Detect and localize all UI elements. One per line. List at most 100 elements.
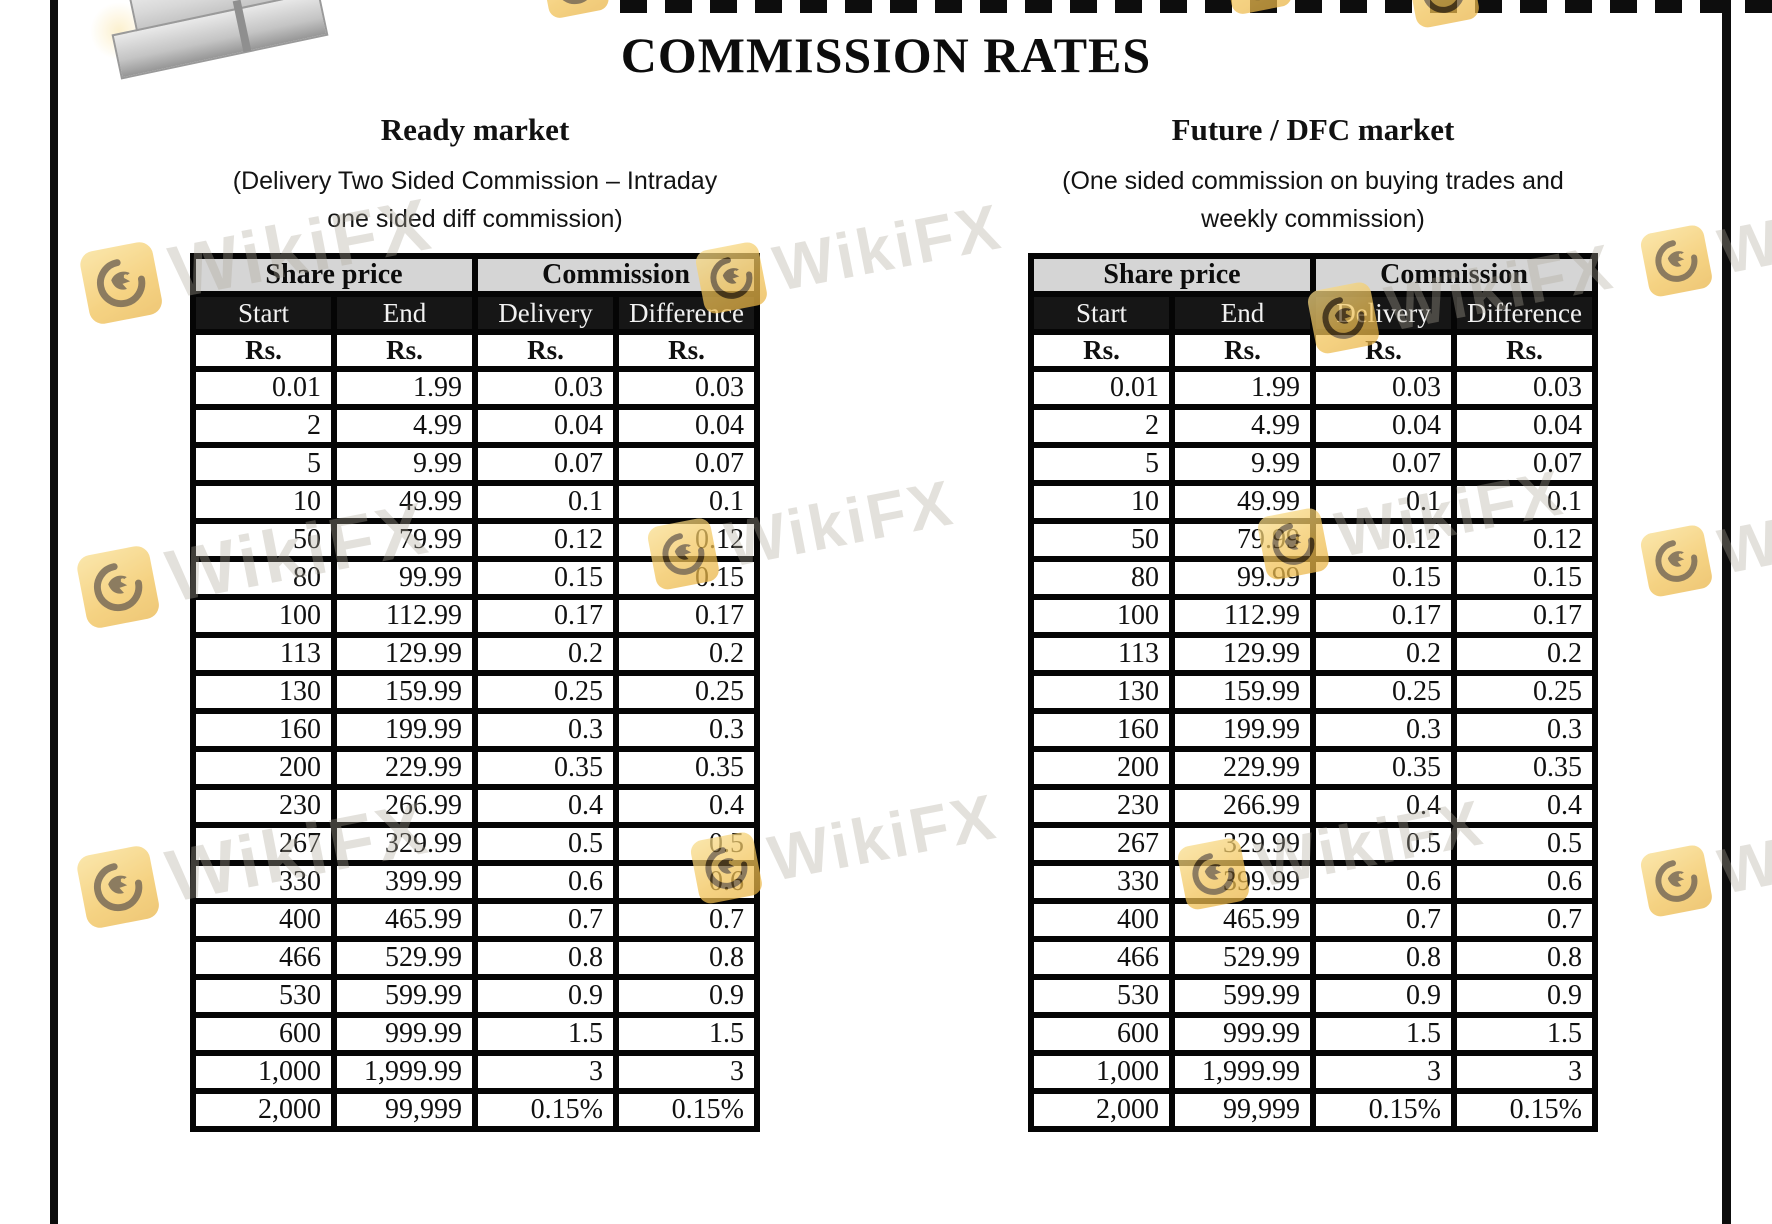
cell-value: 0.9 — [1310, 974, 1457, 1018]
cell-value: 0.15% — [1451, 1088, 1598, 1132]
cell-value: 3 — [1451, 1050, 1598, 1094]
cell-value: 1,000 — [1028, 1050, 1175, 1094]
table-row: 1,000 1,999.99 3 3 — [190, 1050, 760, 1094]
table-row: 400 465.99 0.7 0.7 — [1028, 898, 1598, 942]
cell-value: 49.99 — [1169, 480, 1316, 524]
wikifx-watermark: WikiFX — [1638, 793, 1772, 919]
table-row: 267 329.99 0.5 0.5 — [190, 822, 760, 866]
wikifx-watermark: WikiFX — [1638, 173, 1772, 299]
unit-label: Rs. — [1451, 329, 1598, 372]
table-row: 2,000 99,999 0.15% 0.15% — [190, 1088, 760, 1132]
cell-value: 0.9 — [1451, 974, 1598, 1018]
cell-value: 399.99 — [331, 860, 478, 904]
cell-value: 0.15 — [1451, 556, 1598, 600]
cell-value: 0.5 — [472, 822, 619, 866]
wikifx-eagle-logo-icon — [1638, 843, 1714, 919]
cell-value: 0.17 — [472, 594, 619, 638]
cell-value: 0.17 — [613, 594, 760, 638]
cell-value: 330 — [1028, 860, 1175, 904]
cell-value: 100 — [1028, 594, 1175, 638]
cell-value: 266.99 — [1169, 784, 1316, 828]
cell-value: 0.9 — [472, 974, 619, 1018]
table-row: 200 229.99 0.35 0.35 — [1028, 746, 1598, 790]
cell-value: 99,999 — [1169, 1088, 1316, 1132]
table-row: 230 266.99 0.4 0.4 — [190, 784, 760, 828]
cell-value: 0.6 — [613, 860, 760, 904]
cell-value: 266.99 — [331, 784, 478, 828]
cell-value: 0.5 — [1310, 822, 1457, 866]
cell-value: 1.5 — [1310, 1012, 1457, 1056]
cell-value: 465.99 — [331, 898, 478, 942]
share-price-header: Share price — [190, 253, 478, 297]
col-start: Start — [190, 291, 337, 335]
cell-value: 466 — [190, 936, 337, 980]
cell-value: 1.5 — [472, 1012, 619, 1056]
cell-value: 130 — [190, 670, 337, 714]
cell-value: 0.5 — [1451, 822, 1598, 866]
cell-value: 0.9 — [613, 974, 760, 1018]
cell-value: 0.1 — [472, 480, 619, 524]
table-row: 0.01 1.99 0.03 0.03 — [1028, 366, 1598, 410]
cell-value: 1,999.99 — [331, 1050, 478, 1094]
cell-value: 0.07 — [1310, 442, 1457, 486]
wikifx-eagle-logo-icon — [539, 0, 611, 20]
cell-value: 0.35 — [613, 746, 760, 790]
cell-value: 0.7 — [1310, 898, 1457, 942]
cell-value: 329.99 — [1169, 822, 1316, 866]
cell-value: 0.17 — [1310, 594, 1457, 638]
cell-value: 1,999.99 — [1169, 1050, 1316, 1094]
cell-value: 0.03 — [472, 366, 619, 410]
unit-label: Rs. — [1169, 329, 1316, 372]
cell-value: 0.15 — [1310, 556, 1457, 600]
cell-value: 0.5 — [613, 822, 760, 866]
wikifx-eagle-logo-icon — [77, 239, 165, 327]
cell-value: 529.99 — [1169, 936, 1316, 980]
cell-value: 50 — [190, 518, 337, 562]
cell-value: 530 — [1028, 974, 1175, 1018]
cell-value: 200 — [190, 746, 337, 790]
market-title: Ready market — [380, 112, 570, 147]
table-row: 230 266.99 0.4 0.4 — [1028, 784, 1598, 828]
cell-value: 0.6 — [472, 860, 619, 904]
page-title: COMMISSION RATES — [620, 27, 1152, 83]
unit-label: Rs. — [613, 329, 760, 372]
cell-value: 0.4 — [1451, 784, 1598, 828]
share-price-header: Share price — [1028, 253, 1316, 297]
cell-value: 0.15 — [613, 556, 760, 600]
cell-value: 0.2 — [472, 632, 619, 676]
table-row: 530 599.99 0.9 0.9 — [190, 974, 760, 1018]
cell-value: 2 — [190, 404, 337, 448]
table-row: 2,000 99,999 0.15% 0.15% — [1028, 1088, 1598, 1132]
cell-value: 229.99 — [1169, 746, 1316, 790]
col-end: End — [1169, 291, 1316, 335]
future-dfc-market-table: Share price Commission Start End Deliver… — [1028, 253, 1598, 1132]
ready-market-table: Share price Commission Start End Deliver… — [190, 253, 760, 1132]
table-row: 100 112.99 0.17 0.17 — [1028, 594, 1598, 638]
table-row: 2 4.99 0.04 0.04 — [1028, 404, 1598, 448]
cell-value: 0.2 — [1310, 632, 1457, 676]
wikifx-eagle-logo-icon — [74, 543, 162, 631]
cell-value: 0.8 — [472, 936, 619, 980]
cell-value: 159.99 — [331, 670, 478, 714]
cell-value: 230 — [1028, 784, 1175, 828]
cell-value: 0.1 — [1451, 480, 1598, 524]
cell-value: 0.15 — [472, 556, 619, 600]
table-row: 2 4.99 0.04 0.04 — [190, 404, 760, 448]
group-header-row: Share price Commission — [190, 253, 760, 297]
cell-value: 0.07 — [472, 442, 619, 486]
cell-value: 0.04 — [472, 404, 619, 448]
cell-value: 4.99 — [331, 404, 478, 448]
cell-value: 0.7 — [472, 898, 619, 942]
cell-value: 0.12 — [1451, 518, 1598, 562]
table-row: 530 599.99 0.9 0.9 — [1028, 974, 1598, 1018]
table-row: 5 9.99 0.07 0.07 — [1028, 442, 1598, 486]
cell-value: 0.35 — [1310, 746, 1457, 790]
table-row: 113 129.99 0.2 0.2 — [1028, 632, 1598, 676]
col-start: Start — [1028, 291, 1175, 335]
cell-value: 0.1 — [613, 480, 760, 524]
table-row: 160 199.99 0.3 0.3 — [1028, 708, 1598, 752]
cell-value: 0.25 — [472, 670, 619, 714]
cell-value: 466 — [1028, 936, 1175, 980]
cell-value: 399.99 — [1169, 860, 1316, 904]
table-row: 466 529.99 0.8 0.8 — [1028, 936, 1598, 980]
